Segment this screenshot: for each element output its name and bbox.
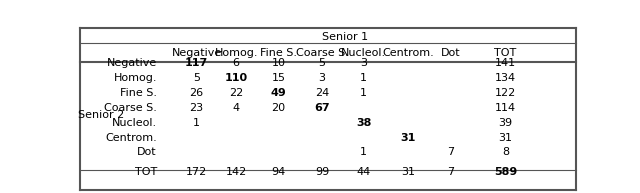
Text: 24: 24 xyxy=(315,88,329,98)
Text: Dot: Dot xyxy=(137,147,157,157)
Text: 99: 99 xyxy=(315,167,329,177)
Text: 26: 26 xyxy=(189,88,204,98)
Text: 5: 5 xyxy=(319,58,326,68)
Text: Homog.: Homog. xyxy=(214,48,258,58)
Text: 110: 110 xyxy=(225,73,248,83)
Text: 31: 31 xyxy=(401,167,415,177)
Text: 5: 5 xyxy=(193,73,200,83)
Text: 6: 6 xyxy=(233,58,240,68)
Text: 31: 31 xyxy=(499,133,513,143)
Text: TOT: TOT xyxy=(134,167,157,177)
Text: 7: 7 xyxy=(447,167,454,177)
Text: 10: 10 xyxy=(271,58,285,68)
Text: 15: 15 xyxy=(271,73,285,83)
Text: 172: 172 xyxy=(186,167,207,177)
Text: 67: 67 xyxy=(314,103,330,113)
Text: 122: 122 xyxy=(495,88,516,98)
Text: Fine S.: Fine S. xyxy=(120,88,157,98)
Text: 44: 44 xyxy=(356,167,371,177)
Text: 8: 8 xyxy=(502,147,509,157)
Text: Nucleol.: Nucleol. xyxy=(112,118,157,128)
Text: 20: 20 xyxy=(271,103,285,113)
Text: 31: 31 xyxy=(401,133,416,143)
Text: Coarse S.: Coarse S. xyxy=(296,48,349,58)
Text: 142: 142 xyxy=(226,167,247,177)
Text: 94: 94 xyxy=(271,167,285,177)
Text: Nucleol.: Nucleol. xyxy=(341,48,387,58)
Text: 3: 3 xyxy=(360,58,367,68)
Text: 1: 1 xyxy=(360,73,367,83)
Text: TOT: TOT xyxy=(495,48,516,58)
Text: 134: 134 xyxy=(495,73,516,83)
Text: 117: 117 xyxy=(185,58,208,68)
Text: 38: 38 xyxy=(356,118,371,128)
Text: 1: 1 xyxy=(193,118,200,128)
Text: 4: 4 xyxy=(233,103,240,113)
Text: Senior 1: Senior 1 xyxy=(323,31,369,41)
Text: 589: 589 xyxy=(494,167,517,177)
Text: Dot: Dot xyxy=(441,48,461,58)
Text: Centrom.: Centrom. xyxy=(105,133,157,143)
Text: Centrom.: Centrom. xyxy=(383,48,434,58)
Text: Homog.: Homog. xyxy=(113,73,157,83)
Text: 114: 114 xyxy=(495,103,516,113)
Text: 1: 1 xyxy=(360,88,367,98)
Text: Coarse S.: Coarse S. xyxy=(104,103,157,113)
Text: 1: 1 xyxy=(360,147,367,157)
Text: 49: 49 xyxy=(271,88,286,98)
Text: Negative: Negative xyxy=(107,58,157,68)
Text: 3: 3 xyxy=(319,73,326,83)
Text: 39: 39 xyxy=(499,118,513,128)
Text: Fine S.: Fine S. xyxy=(260,48,297,58)
Text: 22: 22 xyxy=(229,88,243,98)
Text: Negative: Negative xyxy=(172,48,221,58)
Text: Senior 2: Senior 2 xyxy=(77,110,124,120)
Text: 141: 141 xyxy=(495,58,516,68)
Text: 23: 23 xyxy=(189,103,204,113)
Text: 7: 7 xyxy=(447,147,454,157)
